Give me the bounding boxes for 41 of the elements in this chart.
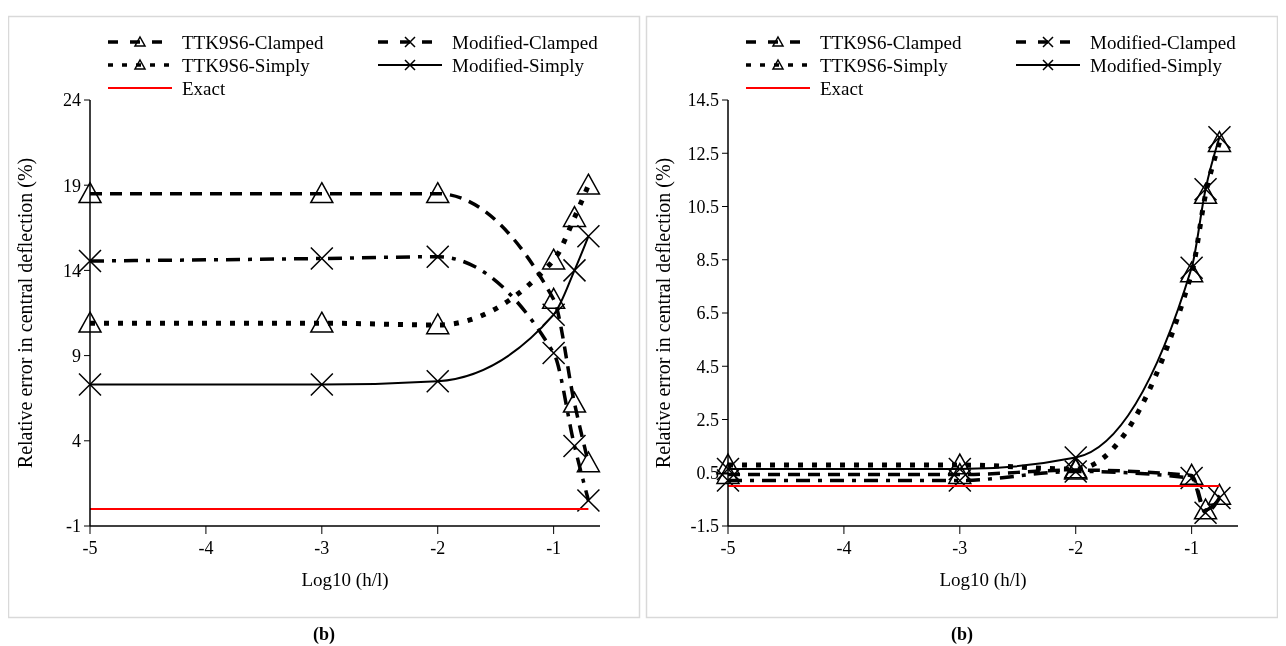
- x-axis-title: Log10 (h/l): [939, 569, 1027, 591]
- y-tick-label: 4: [72, 431, 81, 452]
- y-tick-label: 2.5: [696, 409, 719, 430]
- legend-label: TTK9S6-Simply: [820, 54, 949, 76]
- x-tick-label: -2: [1068, 538, 1084, 558]
- y-tick-label: 10.5: [687, 196, 719, 217]
- y-tick-label: 14: [63, 260, 81, 281]
- x-tick-label: -1: [546, 538, 562, 558]
- y-tick-label: -1.5: [690, 516, 719, 537]
- y-tick-label: 24: [63, 90, 81, 111]
- x-tick-label: -3: [952, 538, 968, 558]
- y-tick-label: -1: [66, 516, 81, 537]
- x-axis-title: Log10 (h/l): [301, 569, 389, 591]
- legend-label: Modified-Clamped: [452, 31, 599, 53]
- x-tick-label: -4: [198, 538, 214, 558]
- x-tick-label: -1: [1184, 538, 1200, 558]
- legend-label: TTK9S6-Clamped: [182, 31, 324, 53]
- legend-label: Exact: [182, 77, 226, 99]
- x-tick-label: -4: [836, 538, 852, 558]
- y-tick-label: 6.5: [696, 303, 719, 324]
- legend-label: Modified-Clamped: [1090, 31, 1237, 53]
- y-tick-label: 0.5: [696, 463, 719, 484]
- y-axis-title: Relative error in central deflection (%): [14, 157, 37, 469]
- legend-label: Modified-Simply: [452, 54, 585, 76]
- x-tick-label: -5: [82, 538, 98, 558]
- legend-label: Modified-Simply: [1090, 54, 1223, 76]
- x-tick-label: -5: [720, 538, 736, 558]
- text: (b): [951, 624, 973, 645]
- legend-label: TTK9S6-Simply: [182, 54, 311, 76]
- y-tick-label: 8.5: [696, 250, 719, 271]
- y-tick-label: 19: [63, 175, 81, 196]
- x-tick-label: -3: [314, 538, 330, 558]
- y-axis-title: Relative error in central deflection (%): [652, 157, 675, 469]
- y-tick-label: 14.5: [687, 90, 719, 111]
- legend-label: Exact: [820, 77, 864, 99]
- text: (b): [313, 624, 335, 645]
- y-tick-label: 4.5: [696, 356, 719, 377]
- legend-label: TTK9S6-Clamped: [820, 31, 962, 53]
- y-tick-label: 9: [72, 345, 81, 366]
- y-tick-label: 12.5: [687, 143, 719, 164]
- x-tick-label: -2: [430, 538, 446, 558]
